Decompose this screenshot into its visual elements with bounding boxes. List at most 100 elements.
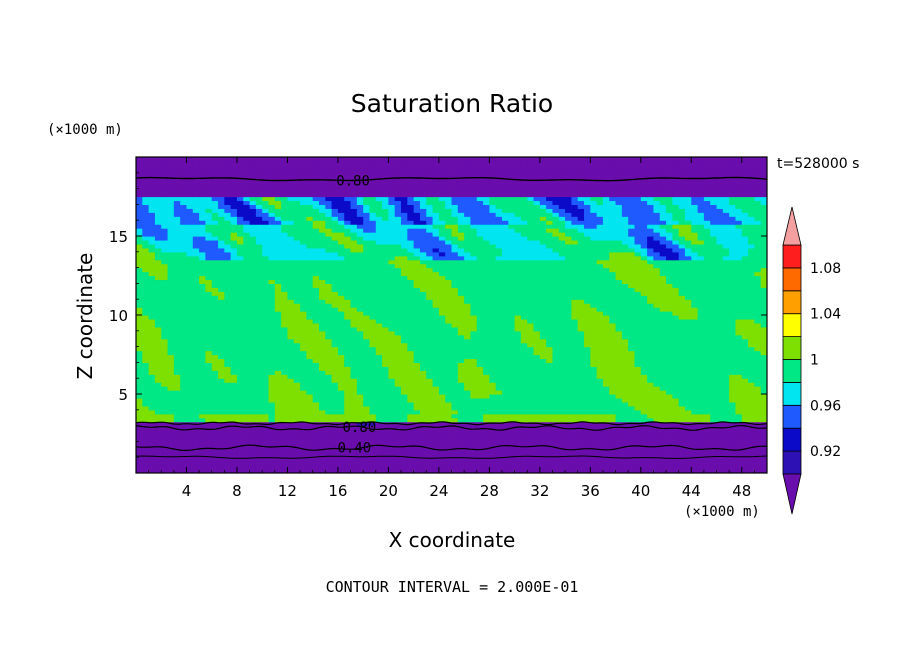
field-cell bbox=[161, 299, 169, 304]
field-cell bbox=[331, 315, 339, 320]
field-cell bbox=[615, 378, 623, 383]
field-cell bbox=[413, 397, 421, 403]
field-cell bbox=[293, 350, 301, 356]
field-cell bbox=[621, 346, 629, 352]
field-cell bbox=[230, 362, 238, 367]
field-cell bbox=[565, 461, 572, 466]
field-cell bbox=[678, 295, 686, 300]
field-cell bbox=[495, 457, 503, 462]
field-cell bbox=[136, 326, 143, 332]
field-cell bbox=[243, 469, 251, 473]
field-cell bbox=[211, 315, 219, 320]
field-cell bbox=[483, 394, 490, 399]
field-cell bbox=[432, 445, 440, 450]
field-cell bbox=[142, 378, 150, 383]
field-cell bbox=[584, 425, 591, 431]
field-cell bbox=[438, 461, 446, 466]
field-cell bbox=[268, 429, 276, 435]
field-cell bbox=[394, 338, 402, 344]
field-cell bbox=[621, 315, 629, 320]
field-cell bbox=[527, 386, 535, 391]
field-cell bbox=[375, 315, 383, 320]
field-cell bbox=[470, 295, 478, 300]
field-cell bbox=[413, 311, 421, 316]
field-cell bbox=[609, 445, 617, 450]
field-cell bbox=[565, 342, 572, 348]
field-cell bbox=[287, 457, 295, 462]
field-cell bbox=[602, 397, 610, 403]
field-cell bbox=[148, 354, 156, 360]
field-cell bbox=[426, 382, 434, 387]
field-cell bbox=[615, 330, 623, 336]
field-cell bbox=[445, 465, 453, 470]
field-cell bbox=[318, 390, 326, 395]
field-cell bbox=[748, 326, 755, 332]
field-cell bbox=[243, 311, 251, 316]
field-cell bbox=[565, 378, 572, 383]
field-cell bbox=[520, 449, 528, 454]
field-cell bbox=[413, 417, 421, 423]
field-cell bbox=[287, 421, 295, 427]
field-cell bbox=[596, 358, 604, 363]
field-cell bbox=[300, 437, 307, 442]
field-cell bbox=[312, 374, 320, 379]
field-cell bbox=[161, 417, 169, 423]
field-cell bbox=[344, 315, 352, 320]
field-cell bbox=[318, 326, 326, 332]
field-cell bbox=[426, 362, 434, 367]
field-cell bbox=[243, 326, 251, 332]
field-cell bbox=[527, 421, 535, 427]
field-cell bbox=[520, 405, 528, 411]
field-cell bbox=[703, 429, 711, 435]
field-cell bbox=[312, 433, 320, 439]
field-cell bbox=[527, 441, 535, 446]
field-cell bbox=[470, 429, 478, 435]
field-cell bbox=[533, 457, 541, 462]
field-cell bbox=[634, 366, 642, 371]
field-cell bbox=[546, 409, 554, 415]
field-cell bbox=[173, 370, 181, 375]
field-cell bbox=[300, 421, 307, 427]
field-cell bbox=[508, 315, 516, 320]
field-cell bbox=[218, 413, 225, 419]
field-cell bbox=[249, 346, 257, 352]
field-cell bbox=[741, 346, 749, 352]
field-cell bbox=[596, 469, 604, 473]
field-cell bbox=[584, 358, 591, 363]
field-cell bbox=[268, 322, 276, 328]
field-cell bbox=[249, 397, 257, 403]
field-cell bbox=[205, 338, 213, 344]
field-cell bbox=[262, 287, 270, 292]
field-cell bbox=[180, 350, 188, 356]
field-cell bbox=[691, 315, 699, 320]
field-cell bbox=[199, 413, 207, 419]
field-cell bbox=[186, 386, 194, 391]
field-cell bbox=[268, 370, 276, 375]
field-cell bbox=[729, 386, 737, 391]
field-cell bbox=[741, 445, 749, 450]
field-cell bbox=[287, 461, 295, 466]
field-cell bbox=[136, 283, 143, 288]
field-cell bbox=[325, 307, 333, 312]
field-cell bbox=[571, 358, 579, 363]
field-cell bbox=[527, 409, 535, 415]
field-cell bbox=[350, 283, 358, 288]
field-cell bbox=[268, 386, 276, 391]
field-cell bbox=[255, 445, 263, 450]
field-cell bbox=[205, 461, 213, 466]
field-cell bbox=[306, 291, 314, 296]
field-cell bbox=[552, 311, 560, 316]
field-cell bbox=[552, 433, 560, 439]
field-cell bbox=[539, 453, 547, 458]
field-cell bbox=[483, 295, 490, 300]
field-cell bbox=[419, 315, 427, 320]
field-cell bbox=[520, 334, 528, 340]
field-cell bbox=[154, 409, 162, 415]
field-cell bbox=[274, 275, 282, 281]
field-cell bbox=[211, 397, 219, 403]
field-cell bbox=[684, 366, 692, 371]
field-cell bbox=[432, 342, 440, 348]
field-cell bbox=[470, 291, 478, 296]
field-cell bbox=[312, 315, 320, 320]
field-cell bbox=[255, 330, 263, 336]
